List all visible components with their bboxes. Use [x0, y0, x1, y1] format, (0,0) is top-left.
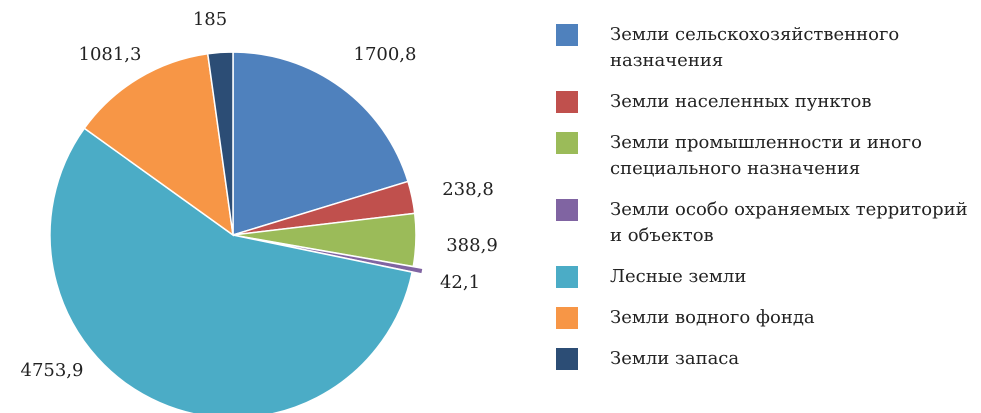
- data-label: 42,1: [440, 272, 480, 293]
- legend-item: Земли особо охраняемых территорий и объе…: [556, 197, 976, 249]
- legend-item: Земли населенных пунктов: [556, 89, 976, 115]
- legend-item: Лесные земли: [556, 264, 976, 290]
- legend-label: Земли запаса: [610, 348, 740, 369]
- pie-slice: [232, 51, 409, 237]
- data-label: 238,8: [442, 179, 494, 200]
- data-label: 388,9: [446, 235, 498, 256]
- legend: Земли сельскохозяйственного назначения Зе…: [556, 22, 976, 387]
- legend-item: Земли запаса: [556, 346, 976, 372]
- legend-swatch: [556, 91, 578, 113]
- legend-label: Земли особо охраняемых территорий и объе…: [610, 199, 968, 246]
- legend-item: Земли водного фонда: [556, 305, 976, 331]
- pie-slice: [206, 51, 234, 236]
- legend-swatch: [556, 132, 578, 154]
- data-label: 4753,9: [21, 360, 84, 381]
- legend-swatch: [556, 199, 578, 221]
- legend-label: Земли водного фонда: [610, 307, 815, 328]
- data-label: 185: [193, 9, 227, 30]
- legend-label: Земли сельскохозяйственного назначения: [610, 24, 900, 71]
- data-label: 1700,8: [354, 44, 417, 65]
- legend-item: Земли сельскохозяйственного назначения: [556, 22, 976, 74]
- pie-slice: [83, 52, 234, 237]
- legend-swatch: [556, 348, 578, 370]
- legend-item: Земли промышленности и иного специальног…: [556, 130, 976, 182]
- legend-label: Лесные земли: [610, 266, 747, 287]
- legend-swatch: [556, 307, 578, 329]
- legend-swatch: [556, 24, 578, 46]
- legend-label: Земли промышленности и иного специальног…: [610, 132, 922, 179]
- pie-slice: [49, 127, 414, 413]
- data-label: 1081,3: [79, 44, 142, 65]
- legend-swatch: [556, 266, 578, 288]
- legend-label: Земли населенных пунктов: [610, 91, 872, 112]
